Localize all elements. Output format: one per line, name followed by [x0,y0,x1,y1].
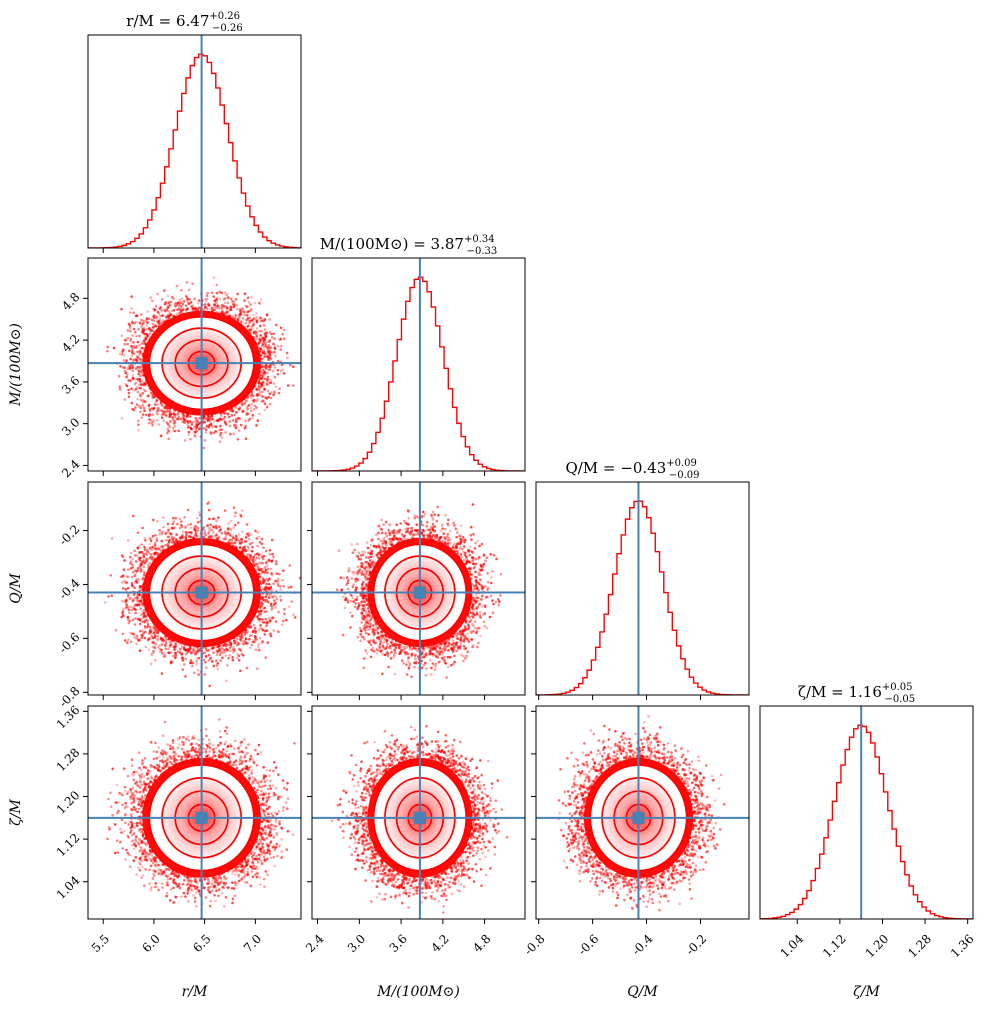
x-tick-label: 5.5 [89,932,112,955]
x-tick-label: -0.2 [683,932,709,958]
y-tick-label: -0.4 [56,576,83,603]
panel-M-r: 2.4 3.0 3.6 4.2 4.8 [59,257,302,481]
panel-r-r: r/M = 6.47+0.26 −0.26 [87,11,302,253]
panel-frame [535,705,750,920]
x-tick-label: 4.8 [470,932,493,955]
x-axis-label-r: r/M [182,984,208,1000]
x-tick-label: -0.4 [629,931,656,958]
y-tick-label: 4.2 [59,332,82,355]
panel-frame [87,34,302,249]
y-axis-label-zeta: ζ/M [8,799,24,826]
x-tick-label: 1.36 [948,932,977,961]
panel-zeta-r: 5.5 6.0 6.5 7.0 1.04 1.12 1.20 1.28 1.36 [54,703,302,955]
truth-marker [195,586,208,599]
histogram-Q [536,500,749,695]
histogram-zeta [760,724,973,919]
x-tick-label: -0.6 [575,932,601,958]
truth-marker [195,811,208,824]
x-tick-label: 1.20 [863,932,892,961]
panel-zeta-M: 2.4 3.0 3.6 4.2 4.8 [303,705,526,955]
panel-title-zeta: ζ/M = 1.16+0.05 −0.05 [798,682,915,705]
x-tick-label: 1.28 [905,932,934,961]
x-tick-label: 3.0 [345,932,368,955]
x-tick-label: -0.8 [521,932,547,958]
panel-zeta-Q: -0.8 -0.6 -0.4 -0.2 [521,705,750,958]
x-tick-label: 1.12 [820,932,849,961]
histogram-M [312,276,525,471]
truth-marker [413,811,426,824]
panel-Q-r: -0.8-0.6-0.4-0.2 [56,481,302,710]
panel-frame [87,257,302,472]
y-axis-label-M: M/(100M⊙) [8,323,24,407]
histogram-r [88,53,301,248]
x-tick-label: 6.5 [190,932,213,955]
y-axis-label-Q: Q/M [8,573,24,604]
panel-frame [311,481,526,696]
x-tick-label: 4.2 [428,932,451,955]
panel-frame [311,257,526,472]
y-tick-label: 1.04 [54,873,83,902]
y-tick-label: 4.8 [59,290,82,313]
truth-marker [632,811,645,824]
x-axis-label-Q: Q/M [627,984,658,1000]
truth-marker [413,586,426,599]
x-tick-label: 3.6 [387,932,410,955]
x-tick-label: 2.4 [303,931,327,955]
panel-M-M: M/(100M⊙) = 3.87+0.34 −0.33 [311,234,526,476]
y-tick-label: -0.6 [56,630,82,656]
panel-Q-Q: Q/M = −0.43+0.09 −0.09 [535,458,750,700]
y-tick-label: 1.36 [54,703,83,732]
panel-frame [535,481,750,696]
y-tick-label: 1.20 [54,788,83,817]
panel-title-r: r/M = 6.47+0.26 −0.26 [126,11,242,34]
panel-title-Q: Q/M = −0.43+0.09 −0.09 [565,458,699,481]
panel-frame [311,705,526,920]
panel-Q-M [307,481,526,700]
y-tick-label: -0.2 [56,522,82,548]
y-tick-label: 2.4 [59,457,83,481]
x-axis-label-M: M/(100M⊙) [376,984,460,1000]
panel-frame [759,705,974,920]
x-axis-label-zeta: ζ/M [853,984,880,1000]
y-tick-label: 3.6 [59,373,82,396]
x-tick-label: 6.0 [139,932,162,955]
y-tick-label: 3.0 [59,415,82,438]
y-tick-label: 1.28 [54,745,83,774]
panel-title-M: M/(100M⊙) = 3.87+0.34 −0.33 [320,234,498,257]
panel-frame [87,705,302,920]
truth-marker [195,357,208,370]
x-tick-label: 1.04 [777,931,806,960]
x-tick-label: 7.0 [241,932,264,955]
y-tick-label: 1.12 [54,831,83,860]
panel-zeta-zeta: ζ/M = 1.16+0.05 −0.05 1.04 1.12 1.20 1.28 1.36 [759,682,977,961]
panel-frame [87,481,302,696]
